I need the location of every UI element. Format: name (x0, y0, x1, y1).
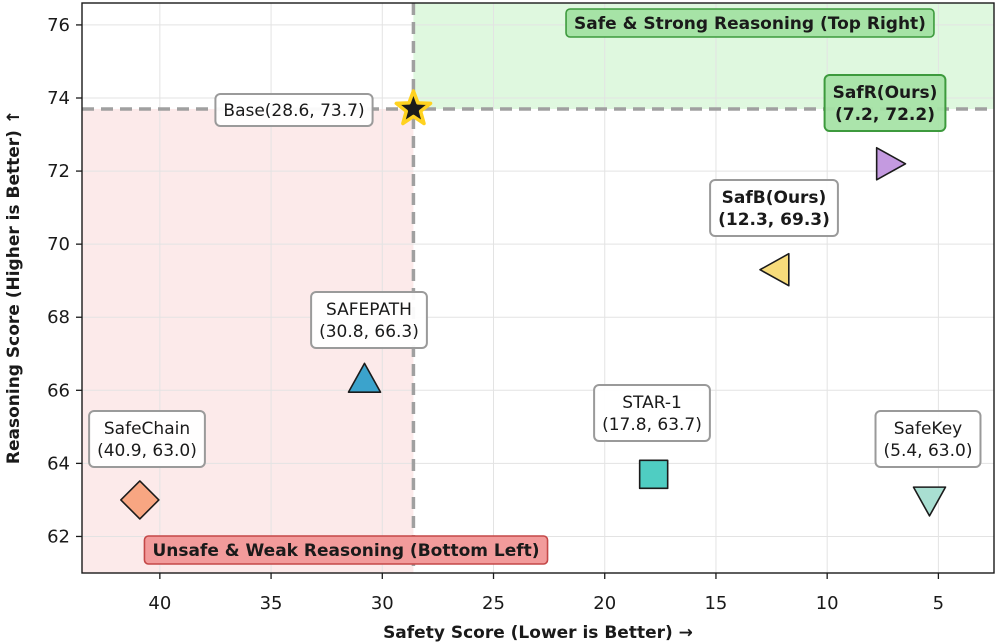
annotation-line: (12.3, 69.3) (718, 210, 830, 230)
annotation-line: (40.9, 63.0) (97, 441, 197, 461)
region-safe-strong-label: Safe & Strong Reasoning (Top Right) (574, 14, 926, 34)
annotation-line: SafeKey (894, 419, 962, 439)
points-layer (120, 89, 947, 520)
annotation-label-safechain: SafeChain (40.9, 63.0) (97, 419, 197, 461)
marker-safepath (347, 362, 382, 393)
annotation-label-star-1: STAR-1 (17.8, 63.7) (602, 393, 702, 435)
annotations-layer: Base(28.6, 73.7)SafR(Ours) (7.2, 72.2)Saf… (88, 74, 982, 468)
x-tick-label: 15 (704, 593, 727, 614)
annotation-label-safekey: SafeKey (5.4, 63.0) (884, 419, 973, 461)
annotation-line: STAR-1 (622, 393, 682, 413)
annotation-label-safb-ours: SafB(Ours) (12.3, 69.3) (718, 188, 830, 230)
region-safe-strong-box (565, 8, 935, 38)
axes-layer: 40 35 30 25 20 15 10 5 62 64 66 68 70 72 74 76 (47, 2, 995, 614)
y-axis-title: Reasoning Score (Higher is Better) ↑ (4, 110, 24, 464)
y-tick-label: 76 (47, 15, 70, 36)
region-labels-layer: Safe & Strong Reasoning (Top Right) Unsaf… (143, 8, 935, 565)
annotation-label-base: Base(28.6, 73.7) (223, 101, 364, 121)
x-tick-label: 40 (148, 593, 171, 614)
region-unsafe-weak-label: Unsafe & Weak Reasoning (Bottom Left) (152, 541, 539, 561)
annotation-line: SafB(Ours) (722, 188, 827, 208)
y-tick-label: 72 (47, 161, 70, 182)
marker-safekey (912, 486, 947, 517)
y-tick-label: 66 (47, 380, 70, 401)
marker-base (394, 89, 433, 126)
y-tick-label: 70 (47, 234, 70, 255)
annotation-line: SAFEPATH (326, 300, 412, 320)
annotation-line: Base(28.6, 73.7) (223, 101, 364, 121)
region-unsafe-weak-box (143, 535, 549, 565)
y-tick-label: 62 (47, 526, 70, 547)
plot-frame (81, 2, 995, 574)
annotation-label-safepath: SAFEPATH (30.8, 66.3) (319, 300, 419, 342)
marker-safb-ours (759, 252, 790, 287)
annotation-line: (30.8, 66.3) (319, 322, 419, 342)
annotation-line: (5.4, 63.0) (884, 441, 973, 461)
annotation-box-safr-ours (823, 74, 947, 132)
x-tick-label: 10 (816, 593, 839, 614)
x-axis-title: Safety Score (Lower is Better) → (383, 623, 693, 643)
x-tick-label: 20 (593, 593, 616, 614)
annotation-line: SafR(Ours) (833, 83, 938, 103)
y-tick-label: 74 (47, 88, 70, 109)
marker-safechain (120, 480, 160, 520)
annotation-box-base (214, 93, 374, 127)
annotation-box-safechain (88, 410, 206, 468)
annotation-box-safepath (310, 291, 428, 349)
marker-safr-ours (875, 146, 907, 181)
x-tick-label: 35 (260, 593, 283, 614)
annotation-box-safekey (874, 410, 982, 468)
annotation-line: (17.8, 63.7) (602, 415, 702, 435)
annotation-line: (7.2, 72.2) (835, 105, 935, 125)
annotation-line: SafeChain (104, 419, 190, 439)
annotation-box-safb-ours (709, 179, 839, 237)
x-tick-label: 5 (933, 593, 944, 614)
x-tick-label: 30 (371, 593, 394, 614)
x-tick-label: 25 (482, 593, 505, 614)
y-tick-label: 64 (47, 453, 70, 474)
annotation-label-safr-ours: SafR(Ours) (7.2, 72.2) (833, 83, 938, 125)
y-tick-label: 68 (47, 307, 70, 328)
annotation-box-star-1 (593, 384, 711, 442)
marker-star-1 (638, 459, 669, 490)
